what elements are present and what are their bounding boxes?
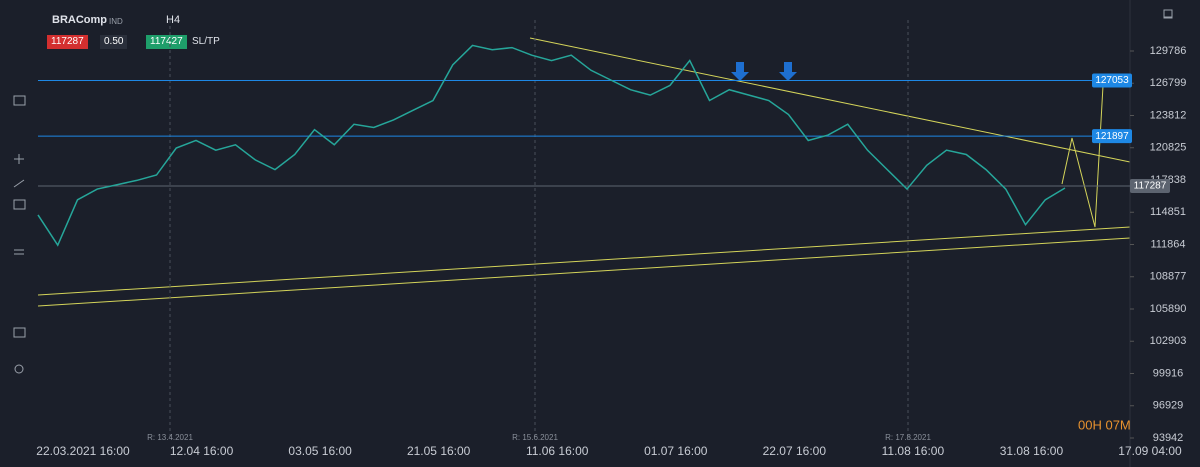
y-tick-label: 129786	[1150, 45, 1187, 57]
symbol-type: IND	[109, 17, 123, 26]
x-tick-label: 22.07 16:00	[763, 444, 827, 458]
price-level-label: 121897	[1095, 131, 1129, 142]
y-tick-label: 96929	[1153, 400, 1184, 412]
x-tick-label: 17.09 04:00	[1118, 444, 1182, 458]
y-tick-label: 111864	[1150, 238, 1185, 250]
sltp[interactable]: SL/TP	[192, 36, 220, 47]
sidebar	[13, 9, 1173, 374]
y-tick-label: 123812	[1150, 109, 1187, 121]
x-tick-label: 22.03.2021 16:00	[36, 444, 130, 458]
marker-label: R: 15.6.2021	[512, 433, 558, 442]
trend-lines	[37, 37, 1131, 307]
countdown: 00H 07M	[1078, 417, 1131, 432]
x-tick-label: 21.05 16:00	[407, 444, 471, 458]
price-level-label: 127053	[1095, 75, 1129, 86]
y-tick-label: 114851	[1150, 206, 1186, 218]
x-tick-label: 31.08 16:00	[1000, 444, 1064, 458]
y-tick-label: 99916	[1153, 367, 1184, 379]
price-level-tag	[1092, 73, 1132, 88]
y-tick-label: 108877	[1150, 271, 1187, 283]
y-tick-label: 102903	[1150, 335, 1187, 347]
marker-label: R: 13.4.2021	[147, 433, 193, 442]
y-tick-label: 120825	[1150, 142, 1187, 154]
price-level-label: 117287	[1134, 181, 1167, 192]
symbol[interactable]: BRAComp	[52, 14, 107, 26]
buy-price[interactable]: 117427	[146, 35, 187, 49]
sell-price[interactable]: 117287	[47, 35, 88, 49]
x-tick-label: 11.08 16:00	[882, 444, 945, 458]
price-line	[37, 44, 1066, 247]
x-tick-label: 11.06 16:00	[526, 444, 589, 458]
marker-label: R: 17.8.2021	[885, 433, 931, 442]
x-tick-label: 12.04 16:00	[170, 444, 234, 458]
arrows	[731, 62, 797, 81]
x-tick-label: 01.07 16:00	[644, 444, 708, 458]
y-tick-label: 93942	[1153, 432, 1184, 444]
y-tick-label: 105890	[1150, 303, 1187, 315]
lot[interactable]: 0.50	[100, 35, 128, 49]
x-tick-label: 03.05 16:00	[288, 444, 352, 458]
y-tick-label: 126799	[1150, 77, 1187, 89]
price-level-tag	[1130, 178, 1170, 193]
price-level-tag	[1092, 129, 1132, 144]
